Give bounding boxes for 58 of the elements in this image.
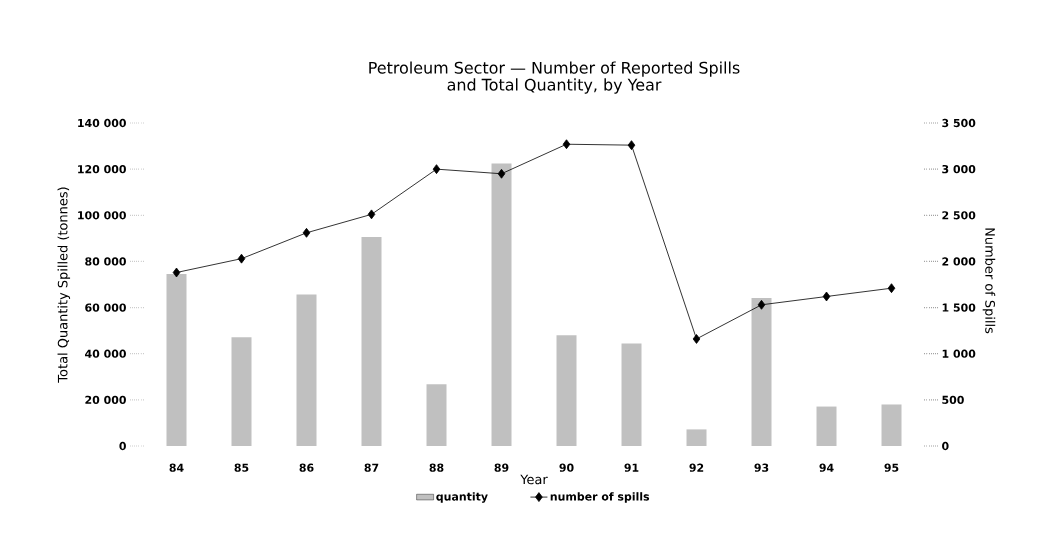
- bar: [296, 294, 317, 446]
- x-tick-label: 92: [689, 463, 704, 472]
- chart-title: Petroleum Sector — Number of Reported Spills and Total Quantity, by Year: [369, 61, 740, 94]
- bar: [556, 335, 577, 446]
- x-tick-label: 87: [364, 463, 379, 472]
- x-tick-label: 91: [624, 463, 639, 472]
- point: [432, 164, 441, 175]
- x-tick-label: 95: [884, 463, 899, 472]
- x-axis-title: Year: [520, 474, 548, 485]
- legend-label: quantity: [436, 492, 488, 503]
- y-tick-label: 20 000: [85, 395, 126, 404]
- y2-tick-label: 1 500: [942, 303, 976, 312]
- y2-tick-label: 3 000: [942, 165, 976, 174]
- point: [562, 139, 571, 150]
- bar: [751, 298, 772, 446]
- x-tick-label: 86: [299, 463, 314, 472]
- point: [627, 140, 636, 151]
- y-tick-label: 120 000: [78, 165, 126, 174]
- x-tick-label: 93: [754, 463, 769, 472]
- bar: [686, 429, 707, 446]
- y-tick-label: 0: [119, 441, 126, 451]
- y2-tick-label: 1 000: [942, 349, 976, 358]
- bar: [816, 406, 837, 446]
- bar: [231, 337, 252, 446]
- bar: [491, 163, 512, 446]
- legend-label: number of spills: [550, 492, 650, 503]
- y2-tick-label: 500: [942, 395, 964, 404]
- x-tick-label: 94: [819, 463, 834, 472]
- bar: [361, 236, 382, 446]
- y2-tick-label: 0: [942, 441, 949, 451]
- x-tick-label: 84: [169, 463, 184, 472]
- point: [497, 168, 506, 179]
- y-tick-label: 40 000: [85, 349, 126, 358]
- y2-tick-label: 2 000: [942, 257, 976, 266]
- bar: [881, 404, 902, 446]
- x-tick-label: 88: [429, 463, 444, 472]
- point: [367, 209, 376, 220]
- point: [237, 253, 246, 264]
- point: [172, 267, 181, 278]
- x-tick-label: 85: [234, 463, 249, 472]
- bar: [426, 384, 447, 446]
- y2-tick-label: 2 500: [942, 211, 976, 220]
- point: [692, 334, 701, 344]
- y-tick-label: 60 000: [85, 303, 126, 312]
- point: [757, 299, 766, 310]
- y-tick-label: 140 000: [78, 118, 126, 128]
- x-tick-label: 89: [494, 463, 509, 472]
- point: [822, 291, 831, 302]
- x-tick-label: 90: [559, 463, 574, 472]
- bar: [621, 343, 642, 446]
- y-tick-label: 80 000: [85, 257, 126, 266]
- point: [302, 227, 311, 238]
- y-tick-label: 100 000: [78, 211, 126, 220]
- point: [887, 283, 896, 294]
- y2-axis-title: Number of Spills: [982, 228, 996, 334]
- y2-tick-label: 3 500: [942, 118, 976, 128]
- bar: [166, 274, 187, 446]
- y-axis-title: Total Quantity Spilled (tonnes): [57, 187, 71, 383]
